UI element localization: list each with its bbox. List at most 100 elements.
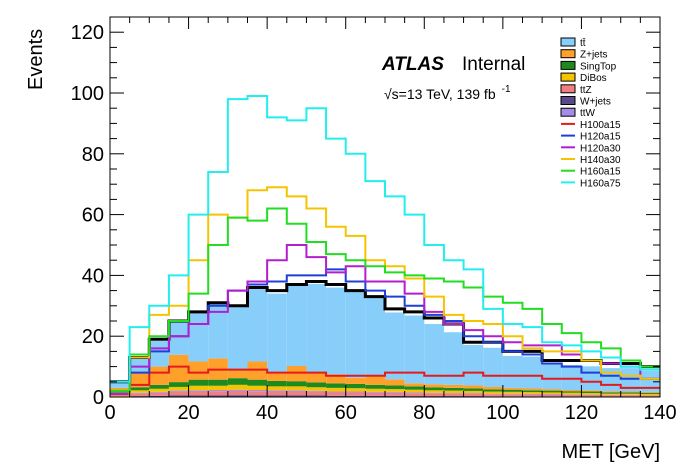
stack-bar	[385, 392, 405, 396]
legend-swatch	[560, 60, 576, 70]
atlas-label: ATLAS Internal √s=13 TeV, 139 fb -1	[381, 54, 525, 102]
stack-bar	[247, 287, 268, 362]
stack-bar	[443, 387, 464, 391]
stack-bar	[424, 384, 444, 388]
stack-bar	[483, 393, 503, 395]
stack-bar	[502, 389, 523, 392]
stack-bar	[345, 395, 366, 397]
stack-bar	[601, 393, 621, 395]
axes: 0 20 40 60 80 100 120 140 0 20 40 60 80 100 120	[71, 16, 677, 424]
plot-area	[110, 95, 660, 397]
legend-item: ttZ	[560, 84, 592, 96]
stack-bar	[522, 393, 543, 395]
stack-bar	[522, 388, 543, 391]
stack-bar	[129, 392, 150, 394]
stack-bar	[326, 374, 346, 384]
legend-item: ttW	[560, 107, 596, 119]
x-tick-label: 140	[643, 402, 676, 424]
legend-item: Z+jets	[560, 49, 608, 61]
stack-dibos	[110, 384, 660, 396]
stack-bar	[640, 391, 660, 393]
stack-bar	[345, 391, 366, 393]
stack-bar	[542, 394, 562, 397]
stack-bar	[561, 365, 582, 391]
stack-bar	[502, 393, 523, 395]
stack-bar	[306, 283, 327, 374]
stack-bar	[247, 379, 268, 386]
stack-bar	[188, 395, 209, 397]
legend-item: H140a30	[561, 155, 621, 166]
stack-bar	[365, 375, 385, 385]
y-tick-label: 20	[82, 326, 104, 348]
stack-bar	[188, 312, 209, 362]
stack-bar	[601, 368, 621, 392]
legend-item: SingTop	[560, 60, 617, 72]
legend-item: H160a75	[561, 178, 621, 189]
stack-bar	[168, 391, 189, 396]
stack-bar	[463, 385, 484, 389]
stack-bar	[640, 392, 660, 394]
stack-bar	[365, 391, 385, 393]
stack-bar	[286, 391, 307, 396]
stack-bar	[326, 392, 346, 396]
stack-bar	[424, 387, 444, 391]
legend-label: H140a30	[580, 155, 621, 166]
x-axis-title: MET [GeV]	[561, 441, 660, 463]
stack-bar	[581, 391, 602, 394]
stack-bar	[581, 394, 602, 397]
stack-bar	[149, 395, 169, 397]
stack-bar	[129, 390, 150, 393]
legend-item: H160a15	[561, 167, 621, 178]
legend-label: ttW	[580, 108, 596, 119]
stack-bar	[267, 293, 287, 372]
stack-bar	[443, 332, 464, 385]
stack-bar	[502, 355, 523, 388]
stack-bar	[404, 393, 425, 397]
stack-bar	[129, 372, 150, 388]
stack-bar	[267, 395, 287, 397]
stack-tt-	[110, 283, 660, 392]
stack-bar	[247, 390, 268, 392]
stack-bar	[483, 391, 503, 394]
stack-bar	[443, 384, 464, 388]
stack-bar	[620, 392, 641, 394]
signal-line-h160a75	[110, 95, 660, 383]
stack-bar	[601, 391, 621, 393]
x-tick-label: 60	[335, 402, 357, 424]
x-tick-label: 80	[413, 402, 435, 424]
legend-item: H120a15	[561, 132, 621, 143]
stack-bar	[502, 391, 523, 394]
stack-bar	[286, 381, 307, 387]
plot-content	[110, 95, 660, 397]
legend-swatch	[560, 37, 576, 47]
legend-item: DiBos	[560, 72, 607, 84]
stack-bar	[561, 391, 582, 393]
stack-bar	[267, 390, 287, 392]
stack-bar	[306, 391, 327, 396]
y-tick-label: 120	[71, 22, 104, 44]
energy-label-exponent: -1	[502, 84, 511, 95]
stack-bar	[404, 386, 425, 390]
stack-bar	[208, 302, 228, 359]
stack-bar	[227, 384, 248, 390]
stack-z-jets	[110, 354, 660, 393]
stack-bar	[581, 393, 602, 395]
legend-label: W+jets	[580, 97, 611, 108]
stack-bar	[601, 392, 621, 394]
stack-bar	[168, 395, 189, 397]
stack-bar	[345, 377, 366, 384]
x-tick-label: 120	[565, 402, 598, 424]
stack-bar	[247, 391, 268, 396]
stack-bar	[404, 389, 425, 393]
stack-bar	[208, 391, 228, 396]
stack-bar	[502, 394, 523, 397]
atlas-text: ATLAS	[381, 54, 444, 75]
stack-bar	[542, 393, 562, 395]
stack-bar	[502, 387, 523, 390]
legend-label: ttZ	[580, 85, 592, 96]
x-tick-label: 0	[104, 402, 115, 424]
stack-bar	[640, 393, 660, 396]
stack-bar	[188, 385, 209, 391]
legend-label: H160a75	[580, 178, 621, 189]
legend-swatch	[560, 96, 576, 105]
